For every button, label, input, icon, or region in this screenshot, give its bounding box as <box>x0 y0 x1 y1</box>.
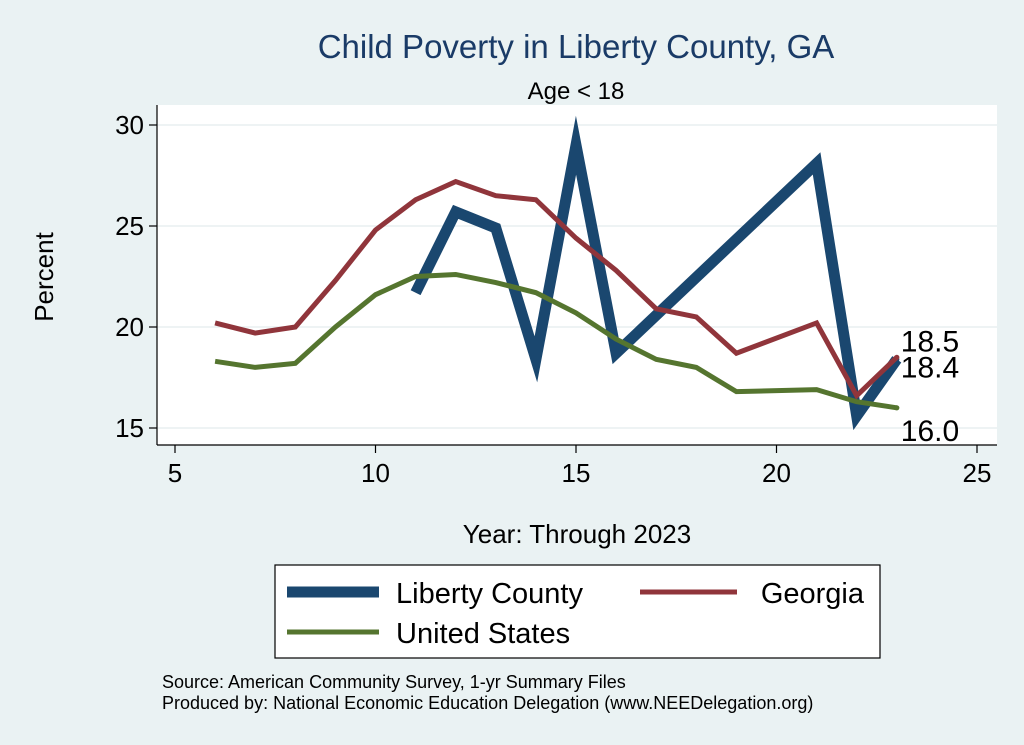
end-label-liberty-county: 18.4 <box>901 351 959 384</box>
x-tick-label-5: 5 <box>168 458 182 488</box>
produced-note: Produced by: National Economic Education… <box>162 693 813 713</box>
series-line-liberty-county <box>410 115 902 431</box>
x-tick-label-20: 20 <box>762 458 791 488</box>
series-end-point-georgia <box>894 354 900 360</box>
y-ticks: 15 20 25 30 <box>115 110 157 443</box>
y-tick-label-25: 25 <box>115 211 144 241</box>
end-label-georgia: 18.5 <box>901 325 959 358</box>
series-line-united-states <box>214 271 898 411</box>
y-tick-label-15: 15 <box>115 413 144 443</box>
chart-title: Child Poverty in Liberty County, GA <box>318 28 835 65</box>
x-tick-label-10: 10 <box>361 458 390 488</box>
x-tick-label-15: 15 <box>562 458 591 488</box>
legend-box <box>274 564 881 659</box>
series-line-georgia <box>214 178 899 400</box>
legend-label-united-states: United States <box>396 618 570 650</box>
chart-subtitle: Age < 18 <box>528 78 625 105</box>
source-note: Source: American Community Survey, 1-yr … <box>162 672 626 692</box>
end-labels: 18.418.5 16.0 <box>901 325 959 448</box>
x-tick-label-25: 25 <box>963 458 992 488</box>
end-label-united-states: 16.0 <box>901 415 959 448</box>
series-end-point-united-states <box>894 405 900 411</box>
x-axis-label: Year: Through 2023 <box>463 519 691 549</box>
x-ticks: 5 10 15 20 25 <box>168 445 992 488</box>
series-layer <box>214 115 902 431</box>
legend-label-liberty-county: Liberty County <box>396 578 583 610</box>
y-tick-label-20: 20 <box>115 312 144 342</box>
legend-label-georgia: Georgia <box>761 578 865 610</box>
legend: Liberty County Georgia United States <box>274 564 881 659</box>
y-axis-label: Percent <box>29 231 59 321</box>
y-tick-label-30: 30 <box>115 110 144 140</box>
